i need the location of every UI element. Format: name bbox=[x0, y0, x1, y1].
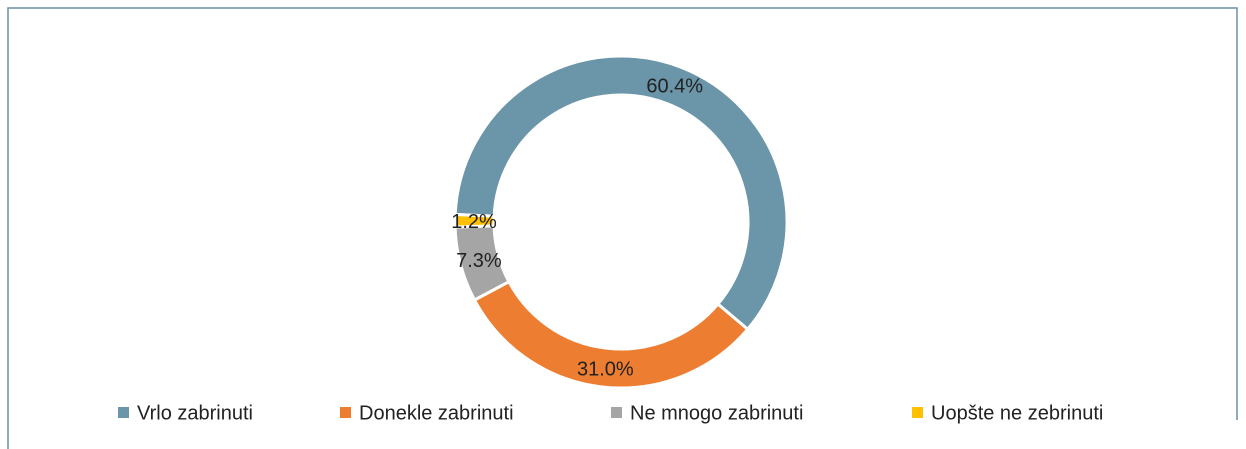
legend-swatch bbox=[118, 407, 129, 418]
data-label: 1.2% bbox=[451, 211, 497, 233]
data-label: 7.3% bbox=[456, 250, 502, 272]
legend-swatch bbox=[611, 407, 622, 418]
data-label: 60.4% bbox=[646, 75, 703, 97]
legend-label: Uopšte ne zebrinuti bbox=[931, 402, 1103, 424]
donut-segment bbox=[453, 212, 496, 229]
legend-label: Ne mnogo zabrinuti bbox=[630, 402, 803, 424]
legend-swatch bbox=[340, 407, 351, 418]
frame bbox=[7, 7, 1238, 449]
donut-segment bbox=[453, 54, 789, 332]
legend-swatch bbox=[912, 407, 923, 418]
legend-label: Donekle zabrinuti bbox=[359, 402, 514, 424]
legend-label: Vrlo zabrinuti bbox=[137, 402, 253, 424]
data-label: 31.0% bbox=[577, 358, 634, 380]
